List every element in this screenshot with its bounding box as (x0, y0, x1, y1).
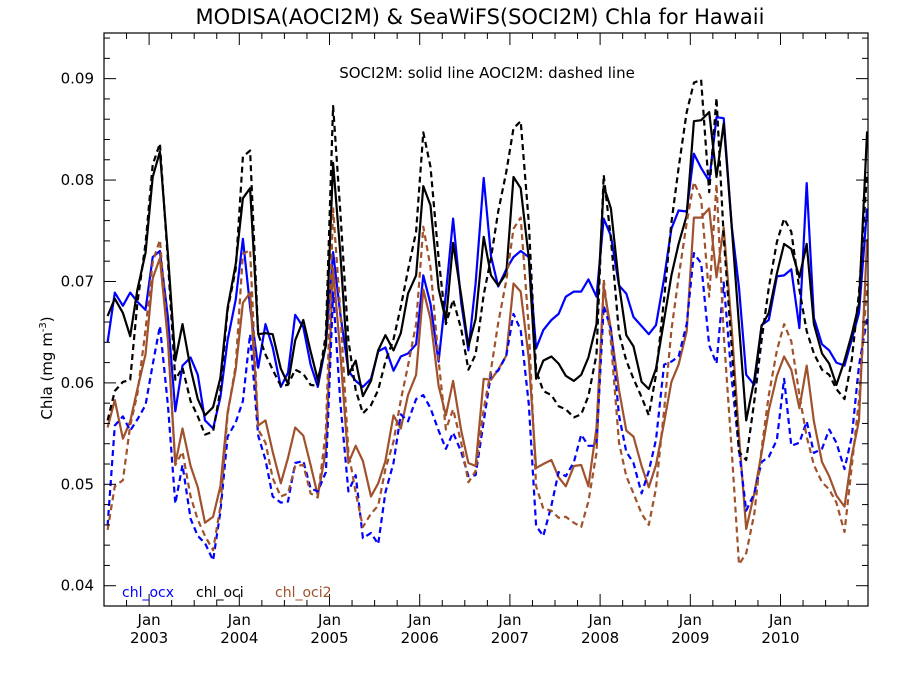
y-tick-label: 0.04 (61, 577, 94, 595)
y-axis-label-superscript: -3 (38, 322, 49, 332)
legend-chl-oci: chl_oci (196, 585, 244, 601)
x-tick-label-year: 2003 (130, 629, 168, 647)
legend-chl-ocx: chl_ocx (122, 585, 174, 601)
y-axis-label: Chla (mg m-3) (38, 316, 56, 419)
x-tick-label-month: Jan (317, 611, 341, 629)
x-tick-label-year: 2010 (761, 629, 799, 647)
series-line-chl-ocx-solid (106, 116, 869, 430)
y-tick-label: 0.08 (61, 171, 94, 189)
series-line-chl-oci2-dashed (106, 181, 869, 566)
plot-lines (106, 78, 869, 566)
series-line-chl-ocx-dashed (106, 252, 869, 562)
x-tick-label-month: Jan (768, 611, 792, 629)
plot-frame (103, 32, 869, 607)
y-axis-label-text: Chla (mg m (38, 332, 56, 419)
axes: 0.040.050.060.070.080.09Jan2003Jan2004Ja… (61, 32, 869, 647)
x-tick-label-month: Jan (678, 611, 702, 629)
x-tick-label-month: Jan (227, 611, 251, 629)
x-tick-label-year: 2007 (491, 629, 529, 647)
x-tick-label-year: 2009 (671, 629, 709, 647)
x-tick-label-month: Jan (588, 611, 612, 629)
series-line-chl-oci-dashed (106, 78, 869, 462)
y-tick-label: 0.05 (61, 475, 94, 493)
y-tick-label: 0.06 (61, 374, 94, 392)
line-style-note: SOCI2M: solid line AOCI2M: dashed line (339, 64, 635, 82)
legend-chl-oci2: chl_oci2 (275, 585, 332, 601)
legend: chl_ocx chl_oci chl_oci2 (122, 585, 332, 601)
y-axis-label-close: ) (38, 316, 56, 322)
labels: MODISA(AOCI2M) & SeaWiFS(SOCI2M) Chla fo… (38, 5, 764, 420)
x-tick-label-month: Jan (497, 611, 521, 629)
x-tick-label-year: 2005 (310, 629, 348, 647)
x-tick-label-month: Jan (137, 611, 161, 629)
x-tick-label-month: Jan (407, 611, 431, 629)
x-tick-label-year: 2008 (581, 629, 619, 647)
chart-title: MODISA(AOCI2M) & SeaWiFS(SOCI2M) Chla fo… (196, 5, 765, 29)
x-tick-label-year: 2006 (401, 629, 439, 647)
y-tick-label: 0.09 (61, 70, 94, 88)
series-line-chl-oci-solid (106, 111, 869, 422)
y-tick-label: 0.07 (61, 272, 94, 290)
x-tick-label-year: 2004 (220, 629, 258, 647)
